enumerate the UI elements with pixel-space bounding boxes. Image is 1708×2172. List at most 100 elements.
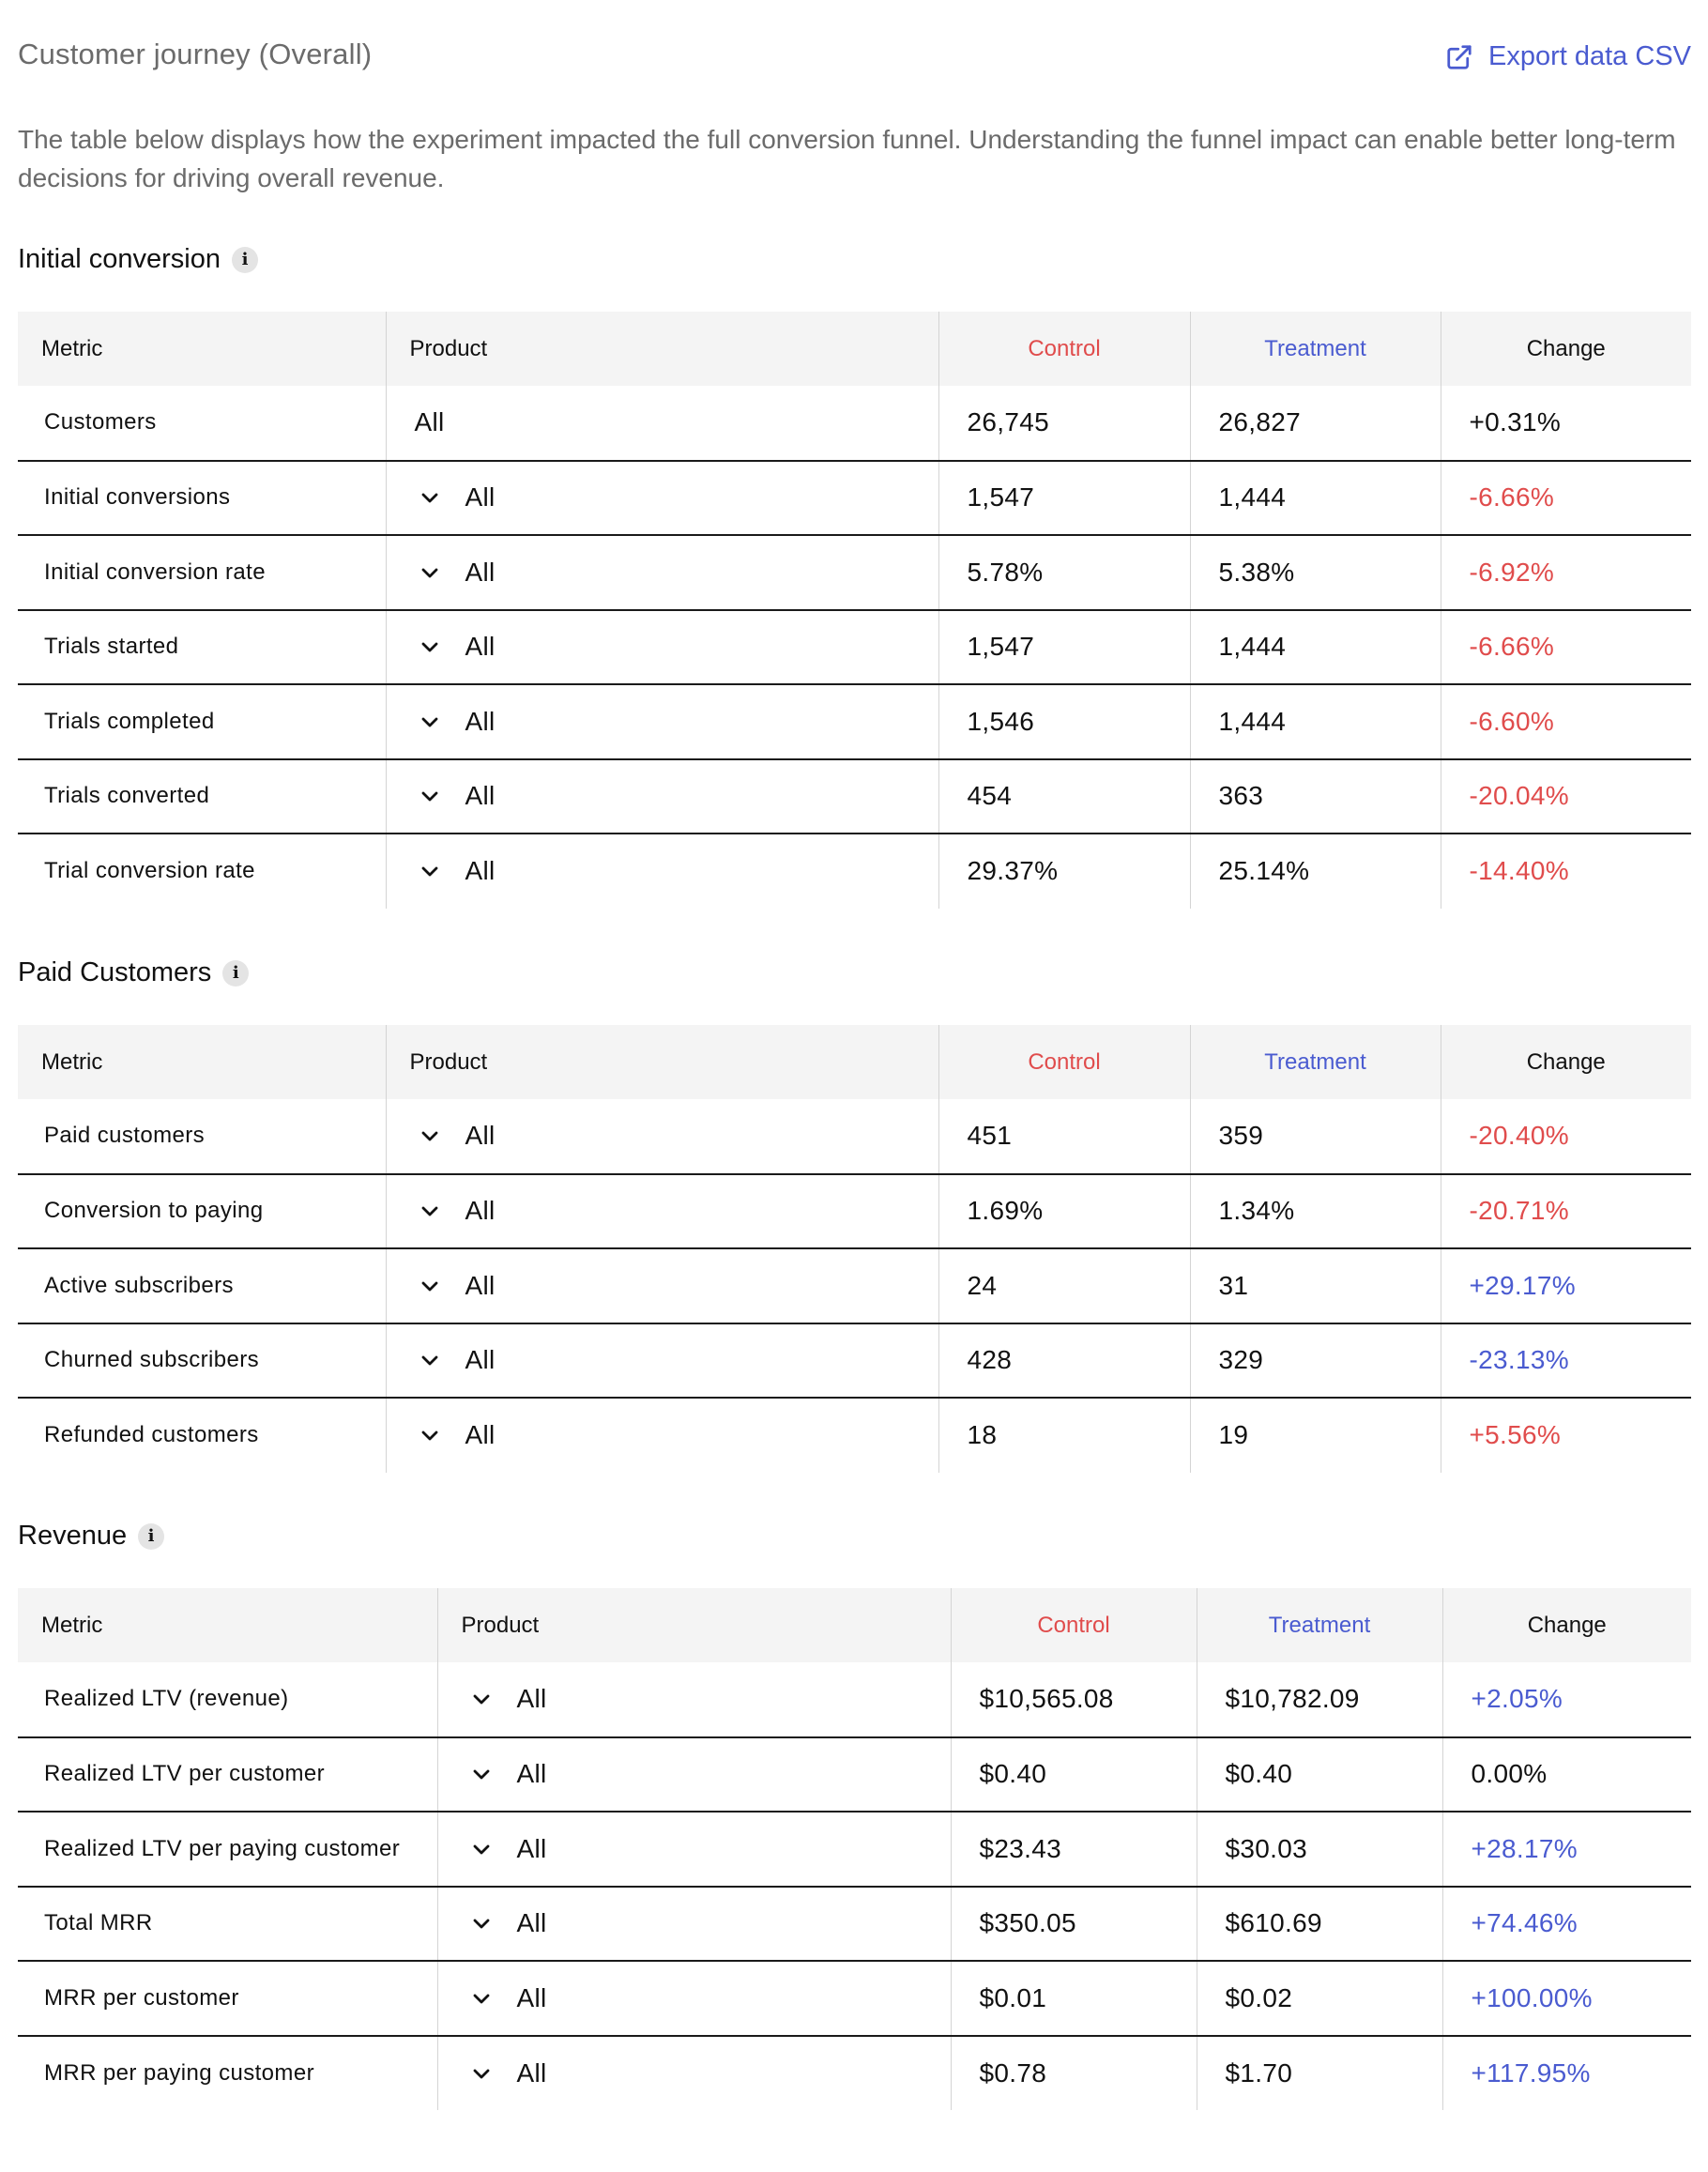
column-header-change: Change: [1441, 1588, 1691, 1662]
column-header-metric: Metric: [41, 335, 103, 361]
export-csv-button[interactable]: Export data CSV: [1445, 41, 1691, 72]
chevron-down-icon: [473, 1994, 489, 2004]
change-value: +0.31%: [1440, 386, 1691, 461]
product-cell[interactable]: All: [385, 1397, 938, 1473]
control-value: 1,547: [938, 608, 1190, 684]
product-expand-toggle[interactable]: All: [419, 856, 938, 886]
treatment-value: $610.69: [1196, 1885, 1442, 1961]
change-value: +28.17%: [1441, 1811, 1691, 1887]
change-value: +5.56%: [1440, 1397, 1691, 1473]
product-expand-toggle[interactable]: All: [470, 2058, 951, 2088]
product-cell[interactable]: All: [385, 1247, 938, 1323]
product-cell[interactable]: All: [436, 1662, 951, 1737]
product-expand-toggle[interactable]: All: [419, 1121, 938, 1151]
product-expand-toggle[interactable]: All: [419, 1196, 938, 1226]
control-value: 26,745: [938, 386, 1190, 461]
treatment-value: $0.02: [1196, 1960, 1442, 2036]
product-expand-toggle[interactable]: All: [470, 1834, 951, 1864]
table-row: Total MRR All $350.05 $610.69 +74.46%: [18, 1885, 1691, 1961]
info-icon[interactable]: i: [138, 1522, 165, 1550]
metric-cell: Refunded customers: [18, 1397, 386, 1473]
product-expand-toggle[interactable]: All: [419, 1420, 938, 1450]
change-value: -6.66%: [1440, 608, 1691, 684]
chevron-down-icon: [421, 568, 437, 578]
product-label: All: [465, 706, 496, 736]
product-cell[interactable]: All: [436, 2034, 951, 2110]
product-cell[interactable]: All: [385, 833, 938, 909]
product-expand-toggle[interactable]: All: [419, 707, 938, 737]
product-expand-toggle[interactable]: All: [419, 558, 938, 588]
product-label: All: [465, 781, 496, 811]
product-expand-toggle[interactable]: All: [470, 1759, 951, 1789]
product-expand-toggle[interactable]: All: [419, 1271, 938, 1301]
product-cell[interactable]: All: [385, 683, 938, 759]
product-label: All: [516, 1684, 547, 1714]
table-row: MRR per customer All $0.01 $0.02 +100.00%: [18, 1960, 1691, 2036]
metric-cell: Conversion to paying: [18, 1172, 386, 1248]
chevron-down-icon: [421, 1281, 437, 1292]
metric-cell: Initial conversions: [18, 459, 386, 535]
product-cell[interactable]: All: [436, 1811, 951, 1887]
product-label: All: [516, 1982, 547, 2012]
control-value: 18: [938, 1397, 1190, 1473]
change-value: -14.40%: [1440, 833, 1691, 909]
product-expand-toggle[interactable]: All: [470, 1684, 951, 1714]
control-value: $10,565.08: [950, 1662, 1197, 1737]
product-cell[interactable]: All: [385, 1172, 938, 1248]
product-label: All: [465, 856, 496, 886]
table-body: Customers All 26,745 26,827 +0.31% Initial co…: [18, 386, 1691, 909]
control-value: $0.78: [950, 2034, 1197, 2110]
column-header-control: Control: [938, 1025, 1190, 1099]
product-cell[interactable]: All: [436, 1885, 951, 1961]
export-csv-label: Export data CSV: [1488, 41, 1691, 71]
column-header-change: Change: [1440, 312, 1691, 386]
table-row: Realized LTV (revenue) All $10,565.08 $10,7…: [18, 1662, 1691, 1737]
chevron-down-icon: [421, 642, 437, 652]
control-value: 428: [938, 1322, 1190, 1398]
treatment-value: 1,444: [1189, 459, 1441, 535]
table-row: Initial conversions All 1,547 1,444 -6.66%: [18, 459, 1691, 535]
product-expand-toggle[interactable]: All: [419, 632, 938, 662]
chevron-down-icon: [473, 1769, 489, 1780]
product-cell[interactable]: All: [385, 757, 938, 834]
treatment-value: 329: [1189, 1322, 1441, 1398]
control-value: 1,546: [938, 683, 1190, 759]
section-title-paid-customers: Paid Customers i: [18, 957, 250, 988]
control-value: $23.43: [950, 1811, 1197, 1887]
initial-conversion-table: Metric Product Control Treatment Change …: [18, 312, 1691, 909]
treatment-value: 5.38%: [1189, 534, 1441, 610]
product-cell[interactable]: All: [385, 534, 938, 610]
info-icon[interactable]: i: [232, 246, 258, 273]
product-cell[interactable]: All: [385, 1099, 938, 1174]
control-value: 454: [938, 757, 1190, 834]
product-cell[interactable]: All: [385, 1322, 938, 1398]
section-title-label: Paid Customers: [18, 957, 212, 987]
product-expand-toggle[interactable]: All: [419, 1345, 938, 1375]
treatment-value: 1.34%: [1189, 1172, 1441, 1248]
change-value: -6.60%: [1440, 683, 1691, 759]
product-expand-toggle[interactable]: All: [470, 1983, 951, 2013]
table-body: Paid customers All 451 359 -20.40% Conversion…: [18, 1099, 1691, 1473]
chevron-down-icon: [473, 1844, 489, 1855]
product-cell[interactable]: All: [385, 459, 938, 535]
product-label: All: [414, 407, 445, 437]
change-value: 0.00%: [1441, 1736, 1691, 1812]
info-icon[interactable]: i: [222, 959, 250, 987]
treatment-value: 26,827: [1189, 386, 1441, 461]
product-expand-toggle[interactable]: All: [419, 482, 938, 512]
chevron-down-icon: [421, 1206, 437, 1216]
product-expand-toggle[interactable]: All: [470, 1908, 951, 1938]
column-header-metric: Metric: [41, 1612, 103, 1638]
product-cell: All: [385, 386, 938, 461]
product-cell[interactable]: All: [436, 1736, 951, 1812]
product-cell[interactable]: All: [385, 608, 938, 684]
change-value: -20.40%: [1440, 1099, 1691, 1174]
product-expand-toggle[interactable]: All: [419, 781, 938, 811]
treatment-value: $10,782.09: [1196, 1662, 1442, 1737]
metric-cell: Realized LTV per paying customer: [18, 1811, 437, 1887]
treatment-value: $30.03: [1196, 1811, 1442, 1887]
table-row: Initial conversion rate All 5.78% 5.38% -6.9…: [18, 534, 1691, 610]
product-cell[interactable]: All: [436, 1960, 951, 2036]
treatment-value: 359: [1189, 1099, 1441, 1174]
table-header-row: Metric Product Control Treatment Change: [18, 1025, 1691, 1099]
